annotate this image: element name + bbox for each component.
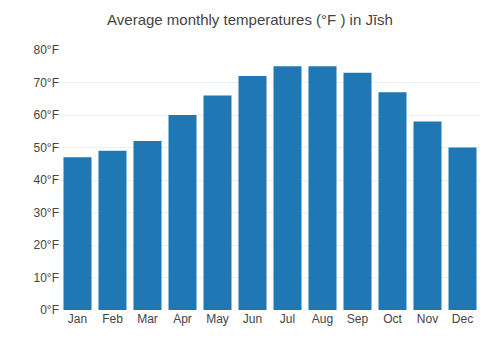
svg-text:0°F: 0°F [40,303,59,317]
svg-text:May: May [206,312,229,326]
svg-text:Sep: Sep [347,312,369,326]
svg-text:40°F: 40°F [34,173,59,187]
svg-text:Nov: Nov [417,312,438,326]
svg-text:10°F: 10°F [34,271,59,285]
svg-text:Jan: Jan [68,312,87,326]
svg-text:60°F: 60°F [34,108,59,122]
svg-text:70°F: 70°F [34,76,59,90]
svg-text:Feb: Feb [102,312,123,326]
svg-text:Oct: Oct [383,312,402,326]
svg-text:Aug: Aug [312,312,333,326]
svg-text:20°F: 20°F [34,238,59,252]
svg-text:Mar: Mar [137,312,158,326]
svg-text:Jun: Jun [243,312,262,326]
svg-text:Apr: Apr [173,312,192,326]
svg-text:30°F: 30°F [34,206,59,220]
svg-text:50°F: 50°F [34,141,59,155]
svg-text:Jul: Jul [280,312,295,326]
svg-text:Average monthly temperatures (: Average monthly temperatures (°F ) in Jī… [107,11,393,28]
svg-text:Dec: Dec [452,312,473,326]
svg-text:80°F: 80°F [34,43,59,57]
